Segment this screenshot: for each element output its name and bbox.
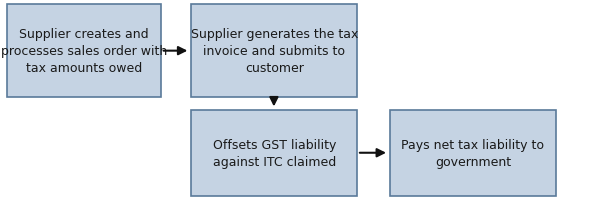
Bar <box>390 110 556 196</box>
Text: Offsets GST liability
against ITC claimed: Offsets GST liability against ITC claime… <box>213 138 336 168</box>
Bar <box>191 5 357 98</box>
Text: Pays net tax liability to
government: Pays net tax liability to government <box>402 138 544 168</box>
Bar <box>191 110 357 196</box>
Bar <box>7 5 161 98</box>
Text: Supplier generates the tax
invoice and submits to
customer: Supplier generates the tax invoice and s… <box>190 28 358 75</box>
Text: Supplier creates and
processes sales order with
tax amounts owed: Supplier creates and processes sales ord… <box>1 28 167 75</box>
